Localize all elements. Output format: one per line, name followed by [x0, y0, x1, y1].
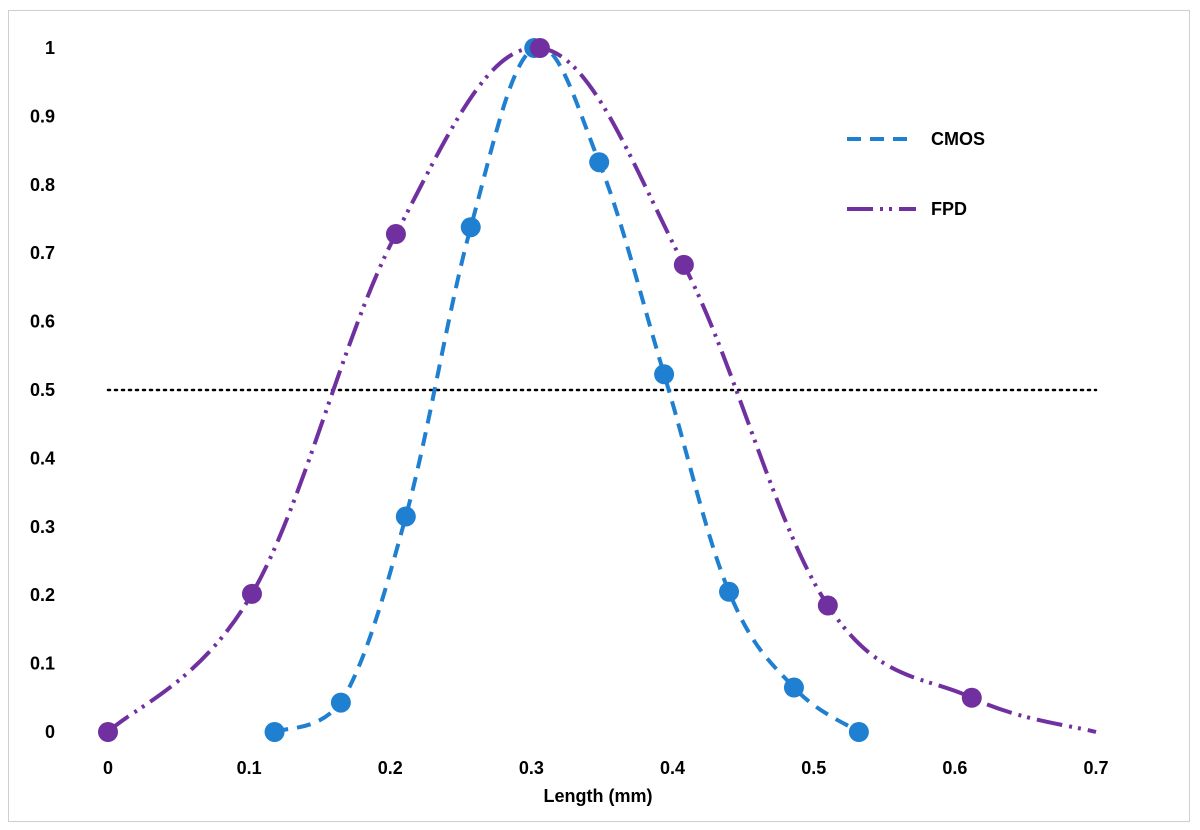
y-tick-label: 0.6: [30, 312, 55, 332]
x-tick-label: 0: [103, 758, 113, 778]
x-tick-label: 0.2: [378, 758, 403, 778]
data-point-cmos: [330, 692, 351, 713]
series-layer: [98, 38, 1097, 742]
data-point-cmos: [654, 364, 675, 385]
y-tick-label: 0.9: [30, 106, 55, 126]
data-point-fpd: [673, 254, 694, 275]
x-tick-label: 0.4: [660, 758, 685, 778]
data-point-fpd: [529, 38, 550, 58]
data-point-fpd: [817, 595, 838, 616]
series-line-cmos: [273, 44, 861, 734]
x-tick-label: 0.5: [801, 758, 826, 778]
data-point-fpd: [98, 722, 118, 742]
data-point-cmos: [719, 581, 740, 602]
y-tick-label: 0.7: [30, 243, 55, 263]
data-point-cmos: [264, 722, 285, 742]
legend: CMOS FPD: [847, 129, 985, 219]
y-tick-label: 0.2: [30, 585, 55, 605]
data-point-fpd: [961, 687, 982, 708]
series-line-fpd: [106, 45, 1097, 734]
y-tick-label: 1: [45, 38, 55, 58]
data-point-cmos: [460, 217, 481, 238]
x-axis-tick-labels: 0 0.1 0.2 0.3 0.4 0.5 0.6 0.7: [103, 758, 1109, 778]
data-point-cmos: [783, 677, 804, 698]
x-tick-label: 0.7: [1083, 758, 1108, 778]
y-tick-label: 0: [45, 722, 55, 742]
line-chart: 0 0.1 0.2 0.3 0.4 0.5 0.6 0.7 0.8 0.9 1 0 0.1 0.2 0.3…: [30, 38, 1109, 806]
chart-frame: 0 0.1 0.2 0.3 0.4 0.5 0.6 0.7 0.8 0.9 1 0 0.1 0.2 0.3…: [8, 10, 1190, 822]
data-point-fpd: [241, 583, 262, 604]
x-tick-label: 0.6: [942, 758, 967, 778]
y-tick-label: 0.4: [30, 448, 55, 468]
data-point-fpd: [385, 224, 406, 245]
data-point-cmos: [848, 722, 869, 742]
y-axis-tick-labels: 0 0.1 0.2 0.3 0.4 0.5 0.6 0.7 0.8 0.9 1: [30, 38, 55, 742]
legend-label-fpd: FPD: [931, 199, 967, 219]
data-point-cmos: [589, 152, 610, 173]
y-tick-label: 0.1: [30, 654, 55, 674]
legend-label-cmos: CMOS: [931, 129, 985, 149]
y-tick-label: 0.5: [30, 380, 55, 400]
y-tick-label: 0.8: [30, 175, 55, 195]
x-tick-label: 0.1: [237, 758, 262, 778]
data-point-cmos: [395, 506, 416, 527]
x-axis-title: Length (mm): [544, 786, 653, 806]
x-tick-label: 0.3: [519, 758, 544, 778]
y-tick-label: 0.3: [30, 517, 55, 537]
